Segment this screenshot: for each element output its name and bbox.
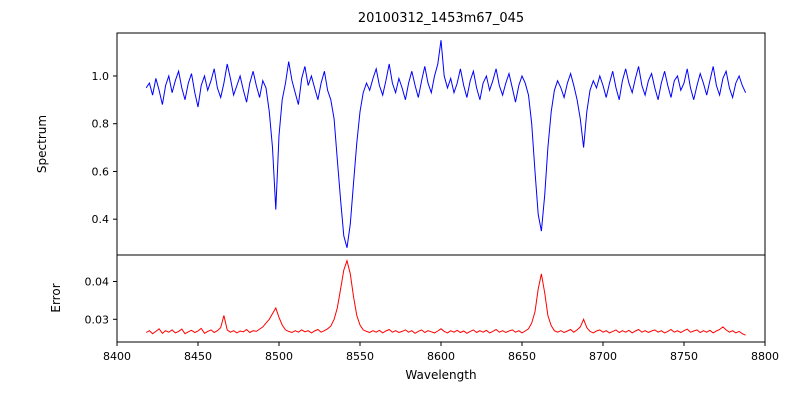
spectrum-axes-frame	[116, 32, 766, 256]
spectrum-y-tick-label: 0.6	[92, 165, 110, 178]
axes-layer: 0.4 0.6 0.8 1.0 0.03 0.04 8400 8450 8500 8550 8600…	[85, 32, 779, 363]
x-tick-label: 8550	[346, 350, 374, 363]
x-tick-label: 8700	[589, 350, 617, 363]
x-tick-label: 8600	[427, 350, 455, 363]
x-tick-label: 8500	[265, 350, 293, 363]
spectrum-y-tick-label: 0.4	[92, 213, 110, 226]
error-y-axis-label: Error	[49, 283, 63, 312]
plot-title: 20100312_1453m67_045	[358, 11, 524, 26]
spectrum-y-tick-label: 1.0	[92, 70, 110, 83]
x-tick-label: 8800	[751, 350, 779, 363]
error-y-tick-label: 0.03	[85, 313, 110, 326]
x-tick-label: 8450	[184, 350, 212, 363]
x-axis-label: Wavelength	[405, 368, 476, 382]
spectrum-line	[145, 40, 747, 248]
error-axes-frame	[116, 254, 766, 343]
x-tick-label: 8750	[670, 350, 698, 363]
x-tick-label: 8650	[508, 350, 536, 363]
spectrum-y-tick-label: 0.8	[92, 118, 110, 131]
error-y-tick-label: 0.04	[85, 275, 110, 288]
spectrum-y-axis-label: Spectrum	[35, 115, 49, 173]
error-line	[145, 258, 746, 336]
x-tick-label: 8400	[103, 350, 131, 363]
